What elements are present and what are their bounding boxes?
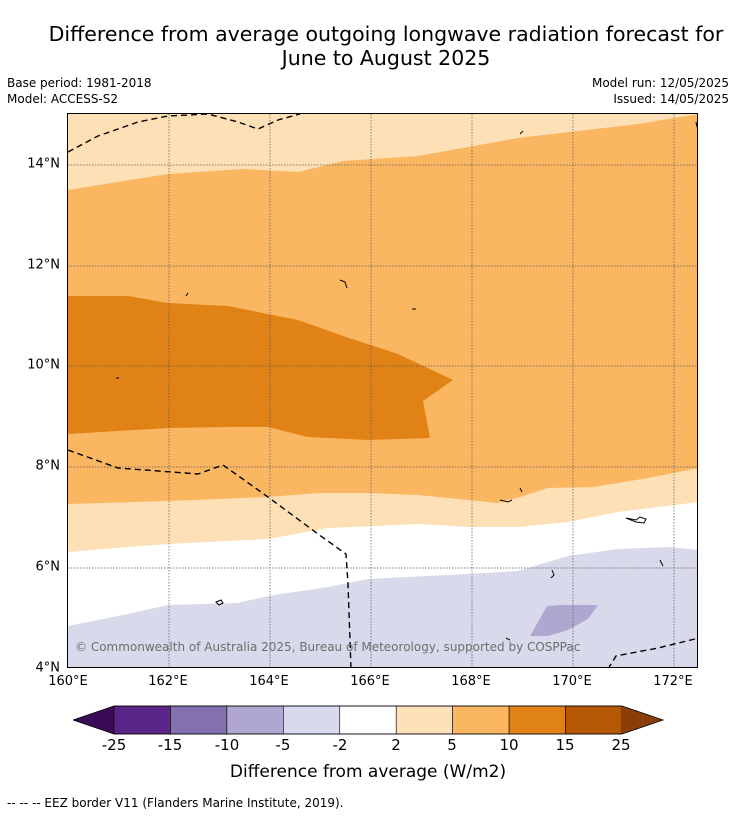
- colorbar-swatch: [283, 705, 341, 735]
- x-tick-label: 168°E: [451, 674, 491, 689]
- eez-border-middle: [68, 449, 352, 667]
- y-tick-label: 8°N: [35, 458, 61, 474]
- meta-right: Model run: 12/05/2025 Issued: 14/05/2025: [592, 75, 729, 107]
- map-title-line2: June to August 2025: [281, 46, 491, 70]
- y-tick-label: 6°N: [35, 559, 61, 575]
- island-outline: [519, 487, 523, 493]
- colorbar-swatch: [452, 705, 510, 735]
- map-canvas: [68, 114, 697, 667]
- colorbar-tick: -15: [157, 736, 183, 754]
- y-tick-label: 10°N: [27, 357, 60, 373]
- x-tick-label: 162°E: [148, 674, 188, 689]
- eez-border: [68, 114, 697, 667]
- island-outline: [339, 279, 348, 289]
- colorbar-svg: [71, 705, 665, 735]
- island-outline: [499, 499, 513, 503]
- island-outline: [505, 637, 511, 641]
- island-outline: [519, 130, 524, 135]
- colorbar-tick: -10: [214, 736, 240, 754]
- y-tick-label: 4°N: [35, 660, 61, 676]
- lon-gridlines: [168, 114, 675, 667]
- map-title-line1: Difference from average outgoing longwav…: [48, 22, 724, 46]
- colorbar-tick: 15: [555, 736, 575, 754]
- island-outline: [550, 569, 555, 579]
- x-tick-label: 160°E: [48, 674, 88, 689]
- contour-minus5-minus2: [68, 547, 697, 667]
- island-outlines: [116, 121, 697, 641]
- colorbar-swatch: [113, 705, 171, 735]
- x-tick-label: 172°E: [653, 674, 693, 689]
- colorbar-tick: -25: [101, 736, 127, 754]
- colorbar-swatch: [170, 705, 228, 735]
- eez-legend-note: -- -- -- EEZ border V11 (Flanders Marine…: [7, 796, 344, 810]
- copyright-notice: © Commonwealth of Australia 2025, Bureau…: [75, 640, 581, 654]
- issued-date: Issued: 14/05/2025: [613, 92, 729, 106]
- colorbar-tick: -5: [275, 736, 291, 754]
- x-tick-label: 164°E: [249, 674, 289, 689]
- meta-left: Base period: 1981-2018 Model: ACCESS-S2: [7, 75, 152, 107]
- colorbar-swatch: [508, 705, 566, 735]
- colorbar-tick: 25: [611, 736, 631, 754]
- colorbar-swatch: [565, 705, 623, 735]
- colorbar-swatch: [226, 705, 284, 735]
- colorbar-label: Difference from average (W/m2): [229, 762, 507, 782]
- contour-minus10-minus5: [530, 605, 598, 636]
- colorbar-under-arrow: [73, 706, 114, 734]
- colorbar-swatch: [395, 705, 453, 735]
- x-tick-label: 170°E: [552, 674, 592, 689]
- y-tick-label: 12°N: [27, 257, 60, 273]
- base-period: Base period: 1981-2018: [7, 76, 152, 90]
- y-tick-label: 14°N: [27, 156, 60, 172]
- island-outline: [625, 516, 647, 524]
- colorbar-tick: 2: [391, 736, 401, 754]
- contour-2-5-north: [68, 114, 697, 190]
- lat-gridlines: [68, 164, 697, 569]
- colorbar-tick: -2: [332, 736, 348, 754]
- island-outline: [695, 121, 697, 128]
- x-tick-label: 166°E: [350, 674, 390, 689]
- colorbar-tick: 10: [499, 736, 519, 754]
- forecast-map: [67, 113, 698, 668]
- map-title: Difference from average outgoing longwav…: [0, 22, 736, 70]
- colorbar-tick: 5: [447, 736, 457, 754]
- island-outline: [215, 599, 224, 606]
- model-run: Model run: 12/05/2025: [591, 76, 729, 90]
- eez-border-north: [68, 114, 301, 153]
- contour-10-15: [68, 296, 453, 440]
- colorbar: [71, 704, 665, 740]
- colorbar-outline: [71, 705, 665, 735]
- colorbar-over-arrow: [622, 706, 663, 734]
- model-name: Model: ACCESS-S2: [7, 92, 119, 106]
- colorbar-swatch: [339, 705, 397, 735]
- island-outline: [185, 292, 189, 297]
- colorbar-boxes: [113, 705, 623, 735]
- island-outline: [659, 559, 664, 567]
